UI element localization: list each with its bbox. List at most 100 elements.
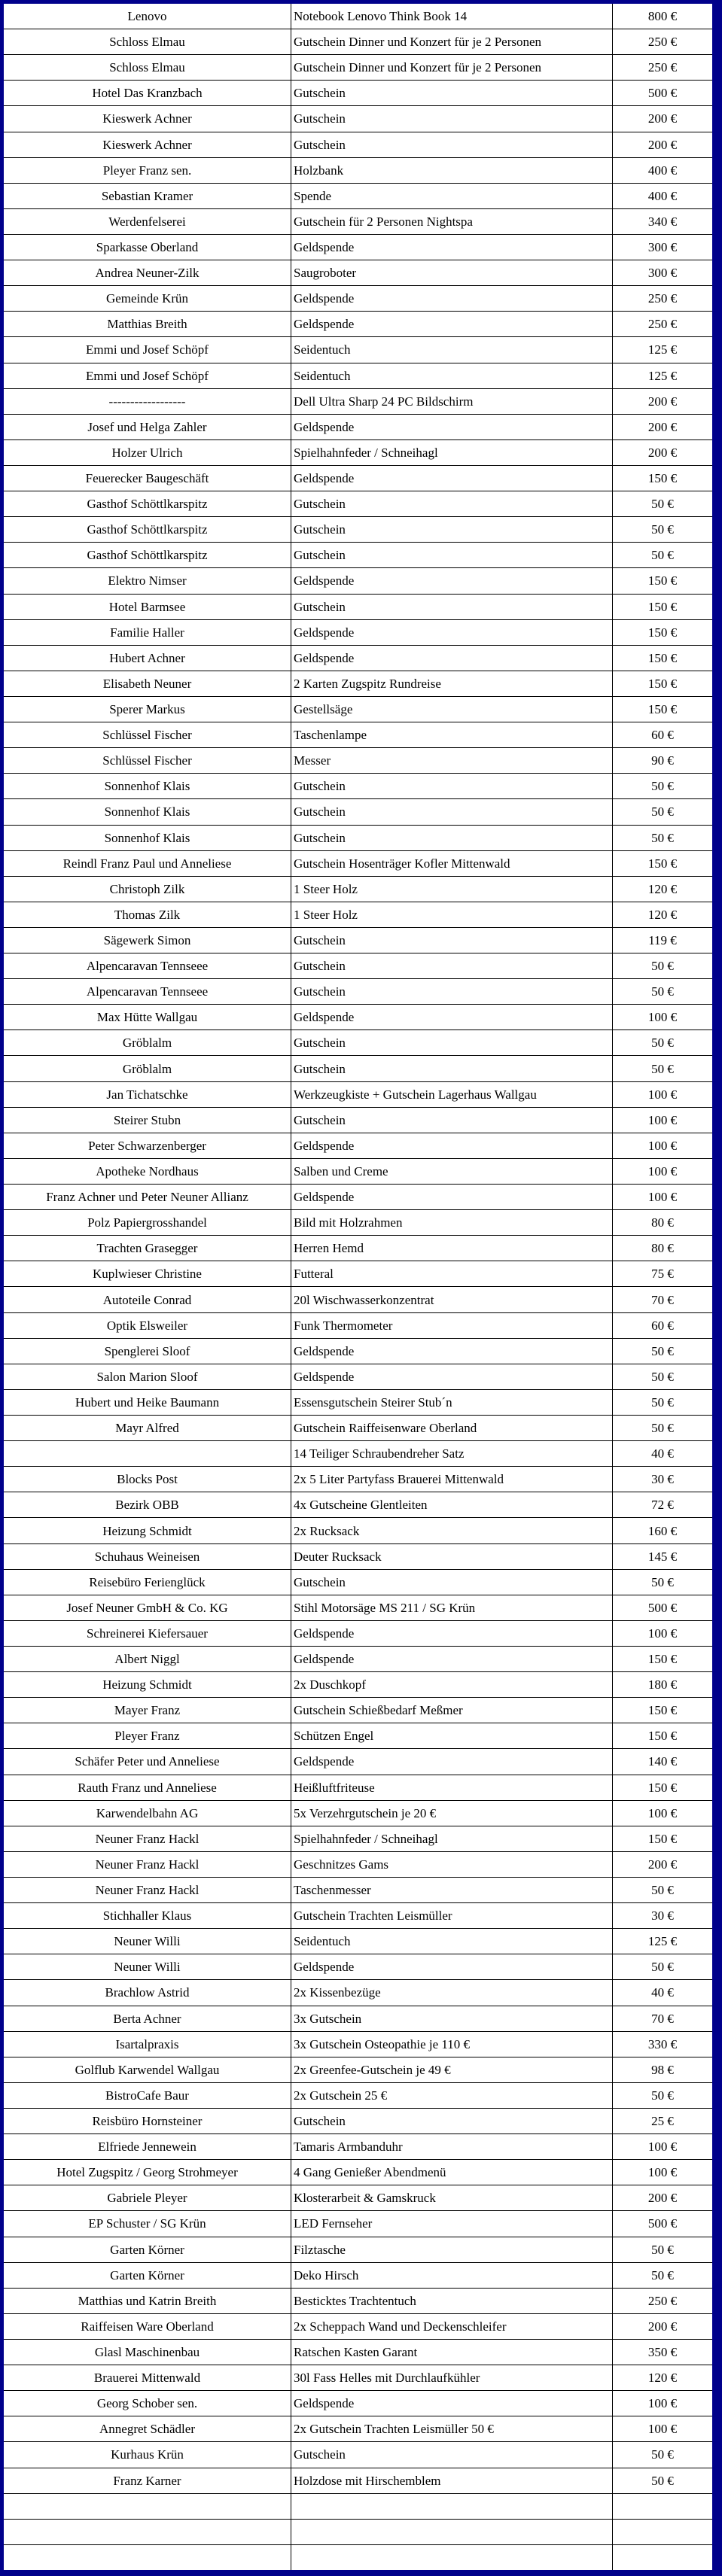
- table-row: Sonnenhof Klais Gutschein 50 €: [4, 774, 712, 800]
- value-cell: 100 €: [647, 1010, 678, 1025]
- value-cell: 150 €: [647, 676, 678, 691]
- donor-name-cell: Familie Haller: [4, 619, 291, 645]
- item-cell: Gutschein Hosenträger Kofler Mittenwald: [291, 850, 613, 876]
- item-cell: Salben und Creme: [291, 1158, 613, 1185]
- table-row: Apotheke Nordhaus Salben und Creme 100 €: [4, 1158, 712, 1185]
- table-row: [4, 2493, 712, 2520]
- table-row: Werdenfelserei Gutschein für 2 Personen N…: [4, 208, 712, 235]
- value-cell: 119 €: [648, 932, 677, 947]
- donor-name-cell: Gemeinde Krün: [4, 286, 291, 312]
- donor-name-cell: Kieswerk Achner: [4, 106, 291, 132]
- donor-name-cell: Matthias Breith: [4, 312, 291, 337]
- table-row: EP Schuster / SG Krün LED Fernseher 500 €: [4, 2211, 712, 2237]
- donor-name-cell: Elfriede Jennewein: [4, 2134, 291, 2160]
- donor-name-cell: Karwendelbahn AG: [4, 1800, 291, 1826]
- item-cell: Gutschein: [291, 774, 613, 799]
- donor-name-cell: Gasthof Schöttlkarspitz: [4, 543, 291, 568]
- table-row: Jan Tichatschke Werkzeugkiste + Gutschein…: [4, 1081, 712, 1108]
- donor-name-cell: Gröblalm: [4, 1030, 291, 1056]
- item-cell: 3x Gutschein: [291, 2006, 613, 2031]
- value-cell: 50 €: [651, 2242, 674, 2257]
- donor-name-cell: Mayer Franz: [4, 1698, 291, 1723]
- donor-name-cell: Garten Körner: [4, 2237, 291, 2262]
- item-cell: Besticktes Trachtentuch: [291, 2288, 613, 2313]
- table-row: Glasl Maschinenbau Ratschen Kasten Garant…: [4, 2339, 712, 2366]
- donor-name-cell: Gasthof Schöttlkarspitz: [4, 491, 291, 517]
- item-cell: 2x Kissenbezüge: [291, 1980, 613, 2006]
- donor-name-cell: [4, 1441, 291, 1467]
- donation-table: Lenovo Notebook Lenovo Think Book 14 800 €…: [4, 4, 712, 2570]
- value-cell: 50 €: [651, 2267, 674, 2283]
- table-row: Raiffeisen Ware Oberland 2x Scheppach Wan…: [4, 2313, 712, 2340]
- table-row: Schloss Elmau Gutschein Dinner und Konzer…: [4, 29, 712, 56]
- donor-name-cell: Apotheke Nordhaus: [4, 1158, 291, 1185]
- item-cell: Werkzeugkiste + Gutschein Lagerhaus Wall…: [291, 1081, 613, 1107]
- value-cell: 100 €: [647, 1626, 678, 1641]
- item-cell: Gutschein: [291, 1107, 613, 1133]
- value-cell: 200 €: [647, 2319, 678, 2334]
- value-cell: 250 €: [647, 291, 678, 306]
- value-cell: 180 €: [647, 1677, 678, 1692]
- table-row: Hotel Barmsee Gutschein 150 €: [4, 594, 712, 620]
- table-row: Feuerecker Baugeschäft Geldspende 150 €: [4, 465, 712, 492]
- item-cell: 2 Karten Zugspitz Rundreise: [291, 671, 613, 696]
- table-row: Reindl Franz Paul und Anneliese Gutschein…: [4, 850, 712, 877]
- table-row: Peter Schwarzenberger Geldspende 100 €: [4, 1133, 712, 1159]
- donor-name-cell: Hubert Achner: [4, 645, 291, 671]
- donor-name-cell: EP Schuster / SG Krün: [4, 2211, 291, 2237]
- item-cell: Geldspende: [291, 1647, 613, 1672]
- table-row: Mayr Alfred Gutschein Raiffeisenware Ober…: [4, 1416, 712, 1442]
- table-row: Alpencaravan Tennseee Gutschein 50 €: [4, 979, 712, 1005]
- item-cell: 5x Verzehrgutschein je 20 €: [291, 1800, 613, 1826]
- item-cell: 2x Gutschein Trachten Leismüller 50 €: [291, 2416, 613, 2442]
- value-cell: 50 €: [651, 1883, 674, 1898]
- table-row: Reisbüro Hornsteiner Gutschein 25 €: [4, 2108, 712, 2135]
- item-cell: Seidentuch: [291, 363, 613, 388]
- item-cell: 2x Duschkopf: [291, 1672, 613, 1698]
- value-cell: 250 €: [647, 35, 678, 50]
- value-cell: 25 €: [651, 2114, 674, 2129]
- donor-name-cell: Schloss Elmau: [4, 29, 291, 55]
- donor-name-cell: ------------------: [4, 388, 291, 414]
- item-cell: Gutschein Raiffeisenware Oberland: [291, 1416, 613, 1441]
- table-row: Christoph Zilk 1 Steer Holz 120 €: [4, 876, 712, 902]
- item-cell: Geldspende: [291, 1620, 613, 1646]
- table-row: Hotel Zugspitz / Georg Strohmeyer 4 Gang …: [4, 2160, 712, 2186]
- item-cell: Deuter Rucksack: [291, 1543, 613, 1569]
- donor-name-cell: Isartalpraxis: [4, 2031, 291, 2057]
- value-cell: [613, 2494, 712, 2519]
- donor-name-cell: Max Hütte Wallgau: [4, 1005, 291, 1030]
- value-cell: 200 €: [647, 137, 678, 152]
- table-row: Elfriede Jennewein Tamaris Armbanduhr 100 …: [4, 2134, 712, 2161]
- value-cell: 250 €: [647, 60, 678, 75]
- item-cell: Dell Ultra Sharp 24 PC Bildschirm: [291, 388, 613, 414]
- donor-name-cell: Christoph Zilk: [4, 876, 291, 902]
- value-cell: 330 €: [647, 2036, 678, 2051]
- item-cell: Geldspende: [291, 1954, 613, 1980]
- value-cell: 340 €: [647, 214, 678, 229]
- value-cell: 200 €: [647, 2191, 678, 2206]
- donor-name-cell: Schlüssel Fischer: [4, 722, 291, 748]
- donor-name-cell: Neuner Franz Hackl: [4, 1826, 291, 1851]
- item-cell: Funk Thermometer: [291, 1312, 613, 1338]
- table-row: Trachten Grasegger Herren Hemd 80 €: [4, 1236, 712, 1262]
- donor-name-cell: Brachlow Astrid: [4, 1980, 291, 2006]
- table-row: [4, 2519, 712, 2545]
- donor-name-cell: Gasthof Schöttlkarspitz: [4, 517, 291, 543]
- item-cell: Taschenlampe: [291, 722, 613, 748]
- value-cell: [613, 2520, 712, 2544]
- donor-name-cell: Salon Marion Sloof: [4, 1364, 291, 1389]
- table-row: Schlüssel Fischer Taschenlampe 60 €: [4, 722, 712, 749]
- table-row: Heizung Schmidt 2x Rucksack 160 €: [4, 1518, 712, 1544]
- donor-name-cell: Sonnenhof Klais: [4, 774, 291, 799]
- item-cell: Tamaris Armbanduhr: [291, 2134, 613, 2160]
- table-row: Holzer Ulrich Spielhahnfeder / Schneihagl…: [4, 439, 712, 466]
- donor-name-cell: Franz Karner: [4, 2468, 291, 2493]
- value-cell: 80 €: [651, 1241, 674, 1256]
- donor-name-cell: Brauerei Mittenwald: [4, 2365, 291, 2391]
- value-cell: 125 €: [647, 1934, 678, 1949]
- item-cell: Gutschein: [291, 1030, 613, 1056]
- donor-name-cell: Hotel Zugspitz / Georg Strohmeyer: [4, 2160, 291, 2185]
- table-row: Spenglerei Sloof Geldspende 50 €: [4, 1338, 712, 1364]
- value-cell: 100 €: [647, 2140, 678, 2155]
